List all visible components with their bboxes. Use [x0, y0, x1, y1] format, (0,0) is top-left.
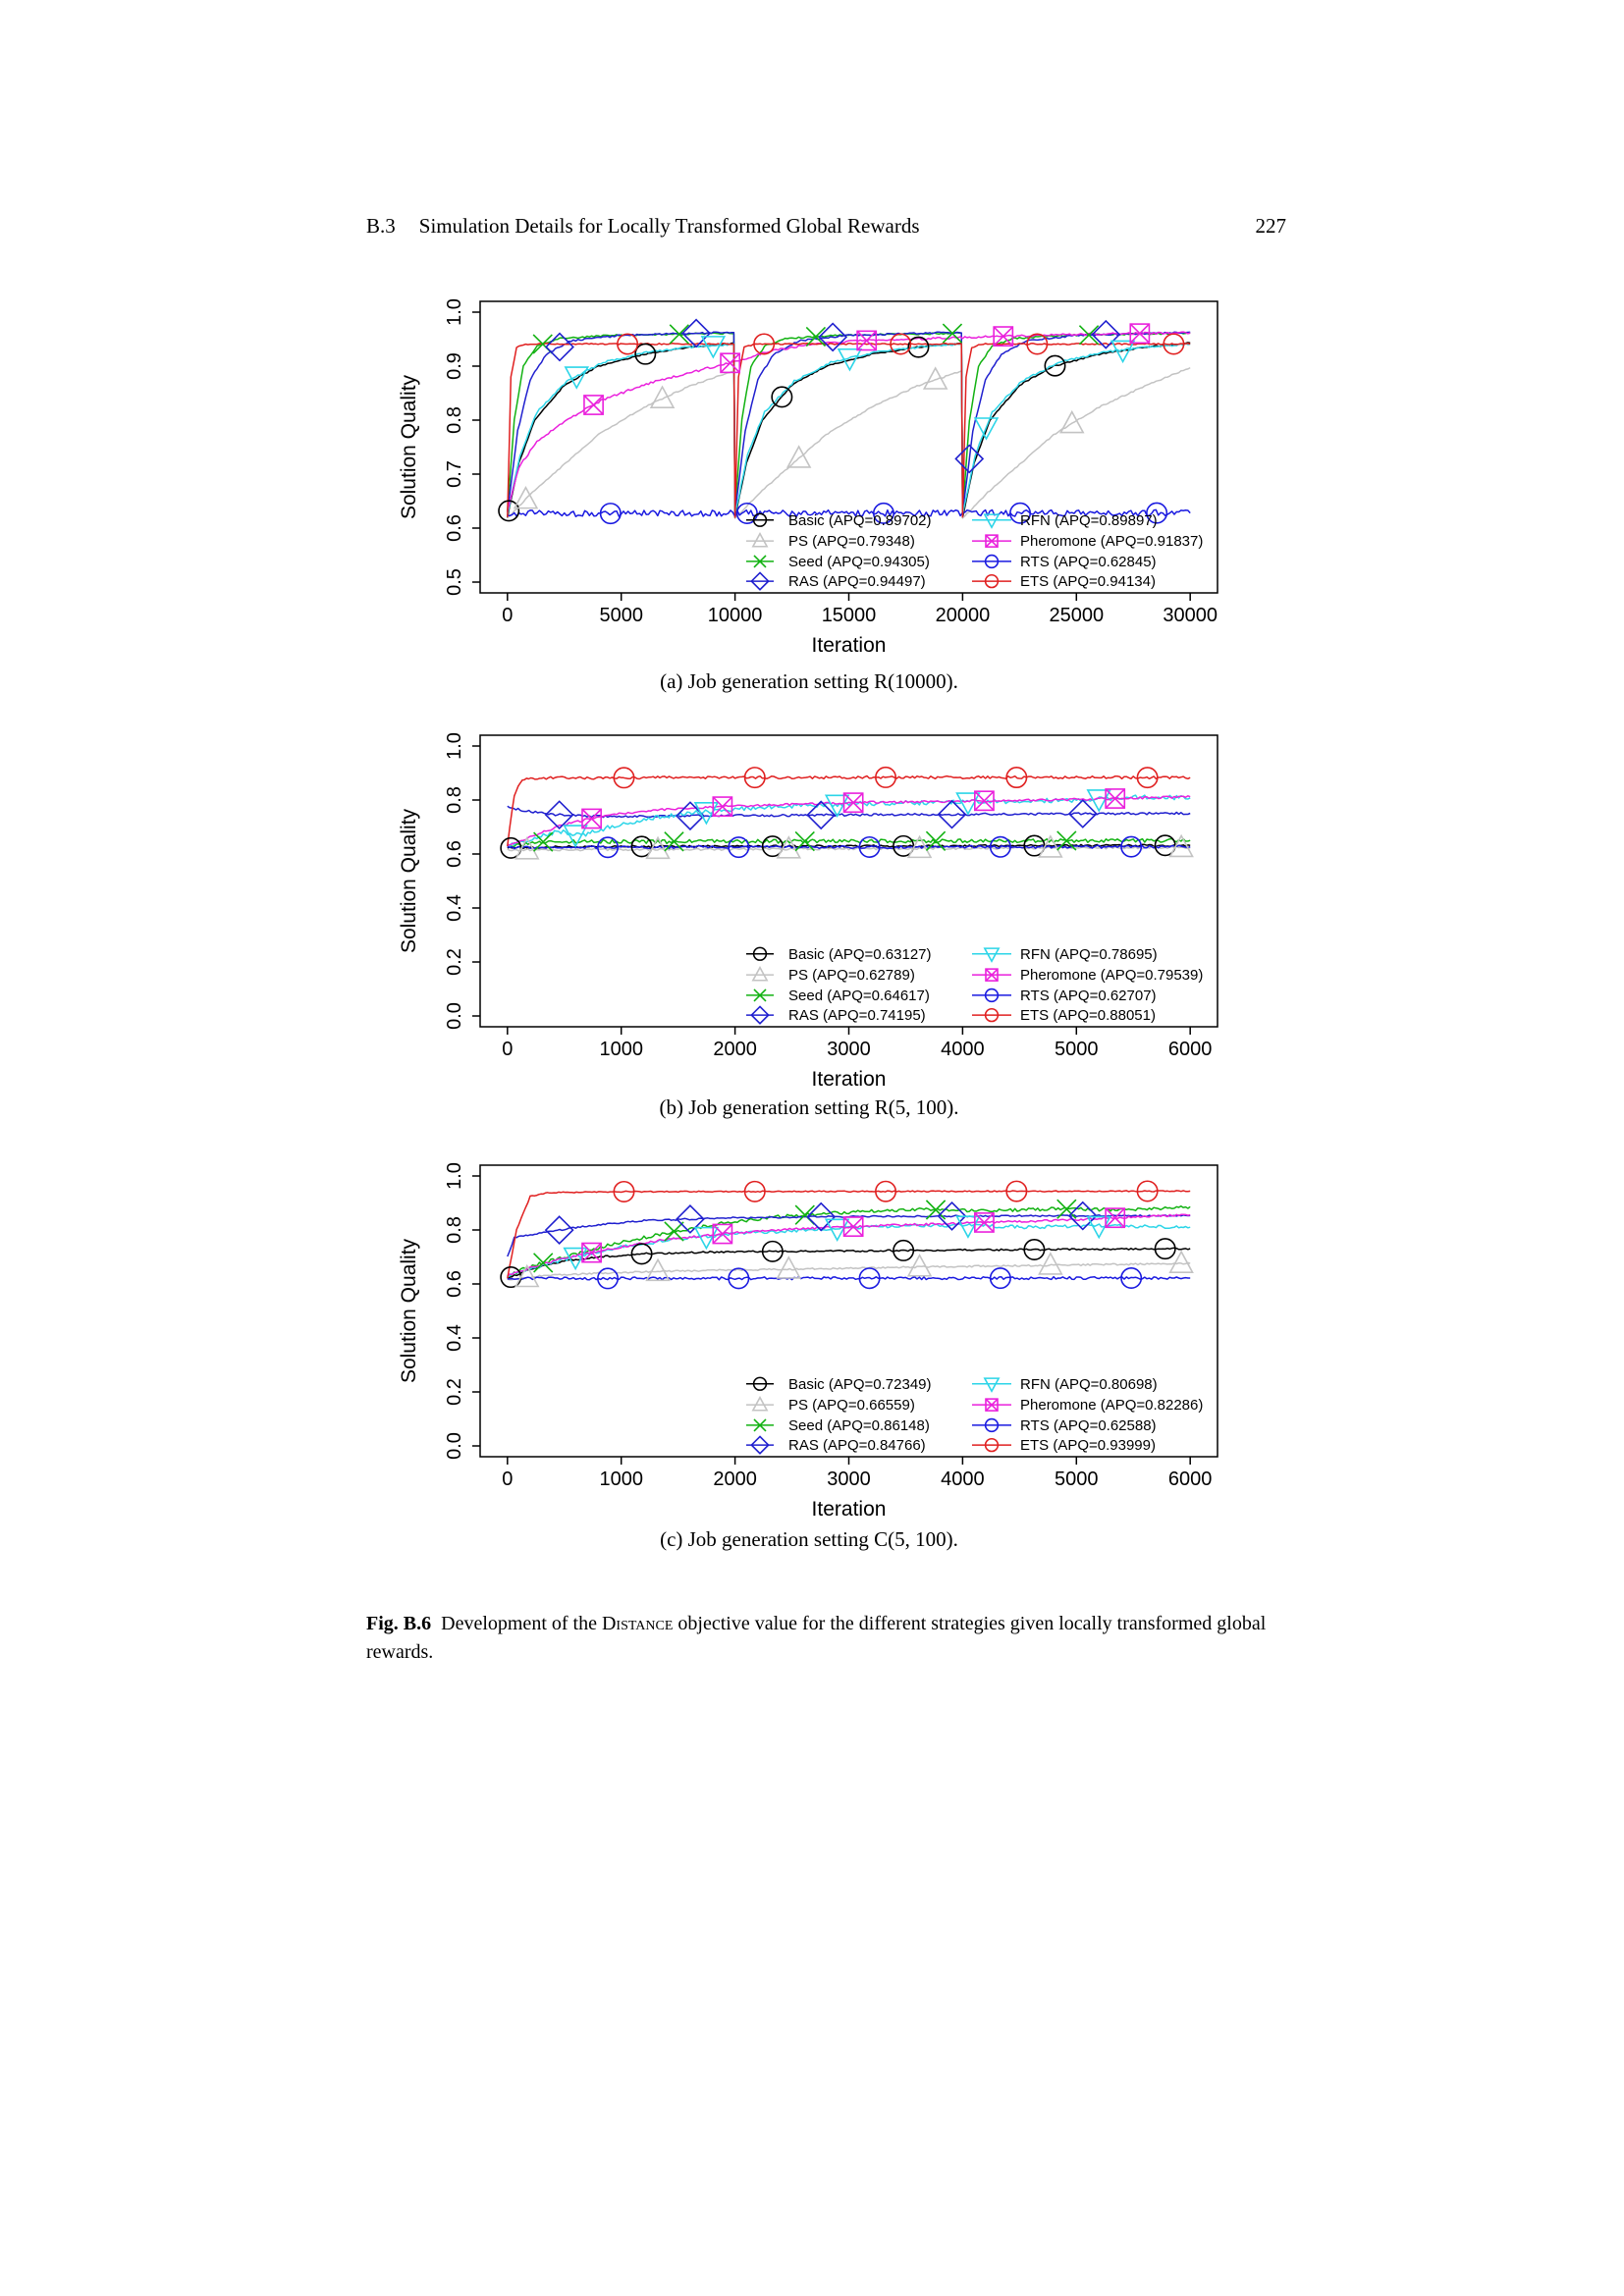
svg-text:6000: 6000 [1168, 1039, 1213, 1060]
figure-label: Fig. B.6 [366, 1613, 432, 1634]
svg-text:0.8: 0.8 [444, 786, 465, 814]
svg-text:15000: 15000 [822, 605, 877, 626]
svg-text:2000: 2000 [713, 1039, 757, 1060]
svg-text:Basic (APQ=0.89702): Basic (APQ=0.89702) [788, 512, 932, 529]
svg-text:0.4: 0.4 [444, 1324, 465, 1352]
chart-a-canvas: 0 5000 10000 15000 20000 25000 30000 0.5 0.6 0.7 0… [398, 298, 1218, 657]
svg-text:RFN (APQ=0.89897): RFN (APQ=0.89897) [1020, 512, 1158, 529]
svg-text:Solution Quality: Solution Quality [398, 808, 420, 953]
svg-text:ETS (APQ=0.88051): ETS (APQ=0.88051) [1020, 1007, 1156, 1024]
chart-a-caption: (a) Job generation setting R(10000). [660, 669, 958, 693]
svg-text:PS (APQ=0.79348): PS (APQ=0.79348) [788, 533, 915, 550]
svg-text:0.8: 0.8 [444, 406, 465, 434]
svg-text:0: 0 [502, 1039, 513, 1060]
svg-text:0.6: 0.6 [444, 840, 465, 868]
svg-text:25000: 25000 [1049, 605, 1104, 626]
svg-text:1000: 1000 [599, 1468, 643, 1490]
svg-text:RFN (APQ=0.78695): RFN (APQ=0.78695) [1020, 946, 1158, 963]
svg-text:5000: 5000 [1055, 1039, 1099, 1060]
section-title: Simulation Details for Locally Transform… [418, 214, 920, 238]
figure-caption-text-1: Development of the [441, 1613, 602, 1634]
running-header: B.3 Simulation Details for Locally Transf… [366, 214, 1286, 239]
svg-text:2000: 2000 [713, 1468, 757, 1490]
svg-text:RAS (APQ=0.84766): RAS (APQ=0.84766) [788, 1437, 926, 1454]
svg-text:Basic (APQ=0.72349): Basic (APQ=0.72349) [788, 1376, 932, 1393]
svg-text:Pheromone (APQ=0.82286): Pheromone (APQ=0.82286) [1020, 1397, 1203, 1414]
svg-text:Pheromone (APQ=0.79539): Pheromone (APQ=0.79539) [1020, 967, 1203, 984]
svg-text:0.8: 0.8 [444, 1216, 465, 1244]
chart-b-caption: (b) Job generation setting R(5, 100). [659, 1095, 959, 1119]
svg-text:ETS (APQ=0.94134): ETS (APQ=0.94134) [1020, 573, 1156, 590]
chart-c-canvas: 0 1000 2000 3000 4000 5000 6000 0.0 0.2 0.4 0.6 0.8… [398, 1162, 1218, 1521]
page-number: 227 [1255, 214, 1287, 238]
svg-text:1.0: 1.0 [444, 298, 465, 326]
header-left: B.3 Simulation Details for Locally Transf… [366, 214, 920, 239]
svg-text:0: 0 [502, 605, 513, 626]
svg-text:0.4: 0.4 [444, 894, 465, 922]
svg-text:Pheromone (APQ=0.91837): Pheromone (APQ=0.91837) [1020, 533, 1203, 550]
svg-text:5000: 5000 [1055, 1468, 1099, 1490]
svg-text:0.6: 0.6 [444, 514, 465, 542]
chart-c-caption: (c) Job generation setting C(5, 100). [660, 1527, 958, 1551]
svg-text:RTS (APQ=0.62845): RTS (APQ=0.62845) [1020, 554, 1157, 570]
svg-text:RTS (APQ=0.62588): RTS (APQ=0.62588) [1020, 1417, 1157, 1434]
svg-text:Iteration: Iteration [812, 1068, 887, 1091]
svg-text:0.5: 0.5 [444, 568, 465, 596]
svg-text:Solution Quality: Solution Quality [398, 1238, 420, 1383]
svg-text:3000: 3000 [827, 1039, 871, 1060]
svg-text:4000: 4000 [941, 1468, 985, 1490]
svg-text:20000: 20000 [936, 605, 991, 626]
svg-text:RAS (APQ=0.74195): RAS (APQ=0.74195) [788, 1007, 926, 1024]
chart-b-canvas: 0 1000 2000 3000 4000 5000 6000 0.0 0.2 0.4 0.6 0.8… [398, 732, 1218, 1091]
svg-text:Iteration: Iteration [812, 1498, 887, 1521]
svg-text:10000: 10000 [708, 605, 763, 626]
svg-text:PS (APQ=0.62789): PS (APQ=0.62789) [788, 967, 915, 984]
svg-text:1.0: 1.0 [444, 732, 465, 760]
svg-text:PS (APQ=0.66559): PS (APQ=0.66559) [788, 1397, 915, 1414]
svg-text:1.0: 1.0 [444, 1162, 465, 1190]
svg-text:0.7: 0.7 [444, 460, 465, 488]
svg-text:0.0: 0.0 [444, 1002, 465, 1030]
svg-text:ETS (APQ=0.93999): ETS (APQ=0.93999) [1020, 1437, 1156, 1454]
svg-text:4000: 4000 [941, 1039, 985, 1060]
svg-text:Solution Quality: Solution Quality [398, 374, 420, 519]
section-number: B.3 [366, 214, 396, 238]
svg-text:0.0: 0.0 [444, 1432, 465, 1460]
svg-text:Iteration: Iteration [812, 634, 887, 657]
figure-caption-smallcaps: Distance [601, 1613, 674, 1634]
svg-text:0.9: 0.9 [444, 352, 465, 380]
svg-text:6000: 6000 [1168, 1468, 1213, 1490]
svg-text:3000: 3000 [827, 1468, 871, 1490]
svg-text:Seed (APQ=0.64617): Seed (APQ=0.64617) [788, 988, 930, 1004]
svg-text:5000: 5000 [599, 605, 643, 626]
svg-text:1000: 1000 [599, 1039, 643, 1060]
svg-text:0: 0 [502, 1468, 513, 1490]
svg-text:Seed (APQ=0.86148): Seed (APQ=0.86148) [788, 1417, 930, 1434]
svg-text:30000: 30000 [1163, 605, 1218, 626]
svg-text:0.6: 0.6 [444, 1270, 465, 1298]
svg-text:RTS (APQ=0.62707): RTS (APQ=0.62707) [1020, 988, 1157, 1004]
svg-text:RAS (APQ=0.94497): RAS (APQ=0.94497) [788, 573, 926, 590]
svg-text:0.2: 0.2 [444, 948, 465, 976]
svg-text:Seed (APQ=0.94305): Seed (APQ=0.94305) [788, 554, 930, 570]
svg-text:RFN (APQ=0.80698): RFN (APQ=0.80698) [1020, 1376, 1158, 1393]
figure-caption-text-2: objective value for the different strate… [366, 1613, 1267, 1663]
figure-caption: Fig. B.6 Development of the Distance obje… [366, 1610, 1289, 1667]
svg-text:Basic (APQ=0.63127): Basic (APQ=0.63127) [788, 946, 932, 963]
svg-text:0.2: 0.2 [444, 1378, 465, 1406]
